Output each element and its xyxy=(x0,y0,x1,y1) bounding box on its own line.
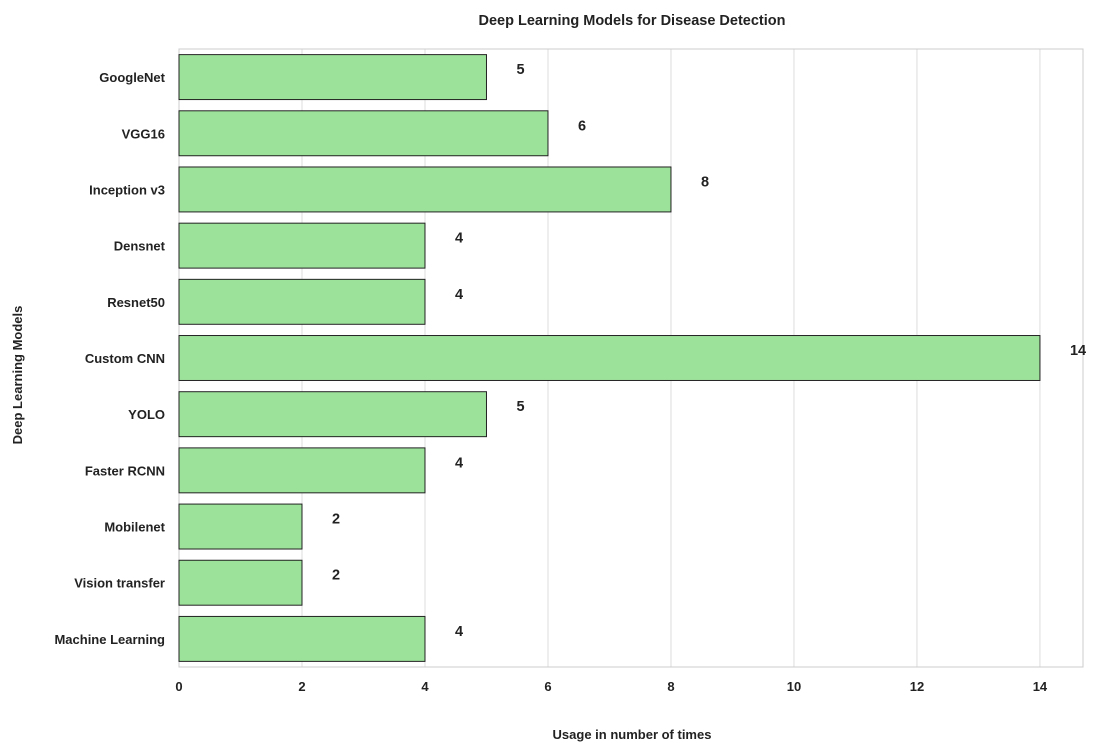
category-label-9: Vision transfer xyxy=(74,576,165,591)
value-label-0: 5 xyxy=(516,62,524,78)
bar-2 xyxy=(178,166,672,213)
category-label-1: VGG16 xyxy=(122,126,165,141)
bar-1 xyxy=(178,110,549,157)
x-axis-title: Usage in number of times xyxy=(553,727,712,742)
bar-7 xyxy=(178,447,426,494)
x-tick-label-7: 14 xyxy=(1033,679,1048,694)
value-label-2: 8 xyxy=(701,174,709,190)
category-label-8: Mobilenet xyxy=(104,520,165,535)
x-tick-labels: 0 2 4 6 8 10 12 14 xyxy=(175,679,1048,694)
bar-8 xyxy=(178,503,303,550)
value-label-6: 5 xyxy=(516,399,524,415)
bar-10 xyxy=(178,615,426,662)
category-label-7: Faster RCNN xyxy=(85,463,165,478)
value-label-1: 6 xyxy=(578,118,586,134)
value-label-7: 4 xyxy=(455,455,463,471)
x-tick-label-2: 4 xyxy=(421,679,429,694)
value-labels: 5 6 8 4 4 14 5 4 2 2 4 xyxy=(332,62,1086,640)
value-label-10: 4 xyxy=(455,624,463,640)
bar-4 xyxy=(178,278,426,325)
value-label-3: 4 xyxy=(455,231,463,247)
x-tick-label-3: 6 xyxy=(544,679,551,694)
category-label-3: Densnet xyxy=(114,239,166,254)
bar-9 xyxy=(178,559,303,606)
bar-3 xyxy=(178,222,426,269)
value-label-8: 2 xyxy=(332,512,340,528)
bar-0 xyxy=(178,54,487,101)
x-tick-label-6: 12 xyxy=(910,679,924,694)
category-labels: GoogleNet VGG16 Inception v3 Densnet Resnet5… xyxy=(54,70,165,647)
bars-group xyxy=(178,54,1041,662)
bar-6 xyxy=(178,391,487,438)
category-label-6: YOLO xyxy=(128,407,165,422)
value-label-5: 14 xyxy=(1070,343,1086,359)
value-label-9: 2 xyxy=(332,568,340,584)
x-tick-label-1: 2 xyxy=(298,679,305,694)
category-label-0: GoogleNet xyxy=(99,70,165,85)
value-label-4: 4 xyxy=(455,287,463,303)
y-axis-title: Deep Learning Models xyxy=(10,306,25,445)
x-tick-label-0: 0 xyxy=(175,679,182,694)
category-label-5: Custom CNN xyxy=(85,351,165,366)
category-label-4: Resnet50 xyxy=(107,295,165,310)
x-tick-label-4: 8 xyxy=(667,679,674,694)
category-label-2: Inception v3 xyxy=(89,182,165,197)
chart-title: Deep Learning Models for Disease Detecti… xyxy=(479,13,786,29)
category-label-10: Machine Learning xyxy=(54,632,165,647)
bar-5 xyxy=(178,335,1041,381)
x-tick-label-5: 10 xyxy=(787,679,801,694)
